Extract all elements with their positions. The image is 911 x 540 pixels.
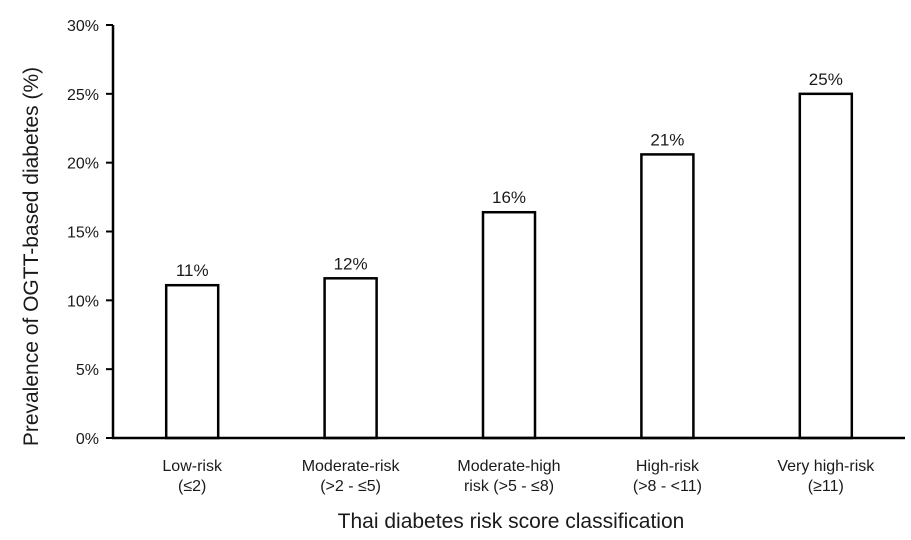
y-axis-ticks: 0% 5% 10% 15% 20% 25% 30% xyxy=(67,18,113,448)
y-tick-label: 30% xyxy=(67,18,99,35)
y-tick-label: 25% xyxy=(67,87,99,104)
y-tick-label: 5% xyxy=(76,362,99,379)
bar-data-label: 25% xyxy=(809,70,843,89)
y-tick-label: 10% xyxy=(67,293,99,310)
category-label: (>8 - <11) xyxy=(633,478,702,495)
category-label: Moderate-high xyxy=(457,458,560,475)
bar-data-label: 12% xyxy=(334,254,368,273)
bar-data-label: 11% xyxy=(176,261,209,280)
category-label: Moderate-risk xyxy=(302,458,401,475)
y-tick-label: 15% xyxy=(67,225,99,242)
bar-data-label: 16% xyxy=(492,188,526,207)
bar xyxy=(640,153,695,440)
category-label: risk (>5 - ≤8) xyxy=(464,478,554,495)
bar xyxy=(164,283,220,440)
bar-data-label: 21% xyxy=(650,130,684,149)
category-label: High-risk xyxy=(636,458,700,475)
category-label: (≤2) xyxy=(178,478,206,495)
bar xyxy=(323,277,378,440)
category-label: Very high-risk xyxy=(777,458,875,475)
y-tick-label: 0% xyxy=(76,431,99,448)
bar xyxy=(798,92,854,440)
bars xyxy=(164,92,854,440)
data-labels: 11% 12% 16% 21% 25% xyxy=(176,70,843,280)
category-labels: Low-risk (≤2) Moderate-risk (>2 - ≤5) Modera… xyxy=(162,458,875,495)
x-axis-title: Thai diabetes risk score classification xyxy=(338,510,685,533)
y-axis-title: Prevalence of OGTT-based diabetes (%) xyxy=(20,67,43,446)
category-label: (>2 - ≤5) xyxy=(320,478,381,495)
bar xyxy=(481,210,537,440)
category-label: Low-risk xyxy=(162,458,223,475)
y-tick-label: 20% xyxy=(67,156,99,173)
category-label: (≥11) xyxy=(808,478,844,495)
